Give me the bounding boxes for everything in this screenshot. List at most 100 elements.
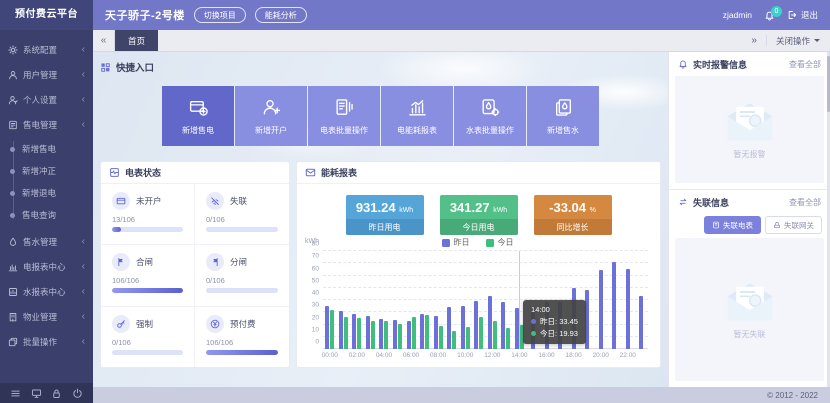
quick-button-4[interactable]: 水表批量操作 <box>454 86 526 146</box>
chart-plot[interactable]: 0 10 20 30 40 50 60 70 80 00:00 02:00 04:00 06:00 08:… <box>312 241 649 359</box>
bar-group-10:00[interactable]: 10:00 <box>457 251 473 359</box>
sidebar-item-7[interactable]: 物业管理 ‹ <box>0 304 93 329</box>
card-icon <box>112 192 130 210</box>
bar-group-09:00[interactable] <box>445 251 459 349</box>
bar-昨日 <box>325 305 330 349</box>
watergear-icon <box>480 97 501 118</box>
bar-group-02:00[interactable]: 02:00 <box>349 251 365 359</box>
offline-filter-0[interactable]: 失联电表 <box>704 216 761 234</box>
meter-status-grid: 未开户 13/106 失联 0/106 合闸 106/106 分闸 0/106 强制 0/106 预… <box>101 184 289 367</box>
status-cell-1[interactable]: 失联 0/106 <box>195 184 289 246</box>
status-progress <box>206 349 278 355</box>
offline-header: 失联信息 查看全部 <box>669 190 830 214</box>
sidebar-item-8[interactable]: 批量操作 ‹ <box>0 329 93 354</box>
quick-button-1[interactable]: 新增开户 <box>235 86 307 146</box>
bar-group-14:00[interactable]: 14:00 <box>511 251 528 359</box>
status-cell-5[interactable]: 预付费 106/106 <box>195 307 289 367</box>
bar-group-20:00[interactable]: 20:00 <box>593 251 609 359</box>
status-cell-3[interactable]: 分闸 0/106 <box>195 245 289 307</box>
sidebar-item-2[interactable]: 个人设置 ‹ <box>0 87 93 112</box>
sidebar-subitem-3[interactable]: 售电查询 <box>0 204 93 226</box>
offline-title: 失联信息 <box>693 197 730 208</box>
sidebar-item-4[interactable]: 售水管理 ‹ <box>0 229 93 254</box>
bar-group-11:00[interactable] <box>472 251 486 349</box>
empty-envelope-illustration <box>722 99 778 144</box>
chevron-left-icon: ‹ <box>81 310 85 322</box>
gridline <box>323 311 648 313</box>
bar-group-05:00[interactable] <box>391 251 405 349</box>
status-cell-2[interactable]: 合闸 106/106 <box>101 245 195 307</box>
bar-group-23:00[interactable] <box>635 251 649 349</box>
bar-group-00:00[interactable]: 00:00 <box>322 251 338 359</box>
x-tick-label: 04:00 <box>375 352 393 359</box>
monitor-icon[interactable] <box>31 388 42 399</box>
sidebar-item-6[interactable]: 水报表中心 ‹ <box>0 279 93 304</box>
meter-status-icon <box>109 167 120 178</box>
energy-stats-row: 931.24 kWh 昨日用电 341.27 kWh 今日用电 -33.04 % 同比增长 <box>297 195 660 235</box>
collapse-tabs-button[interactable]: « <box>93 30 115 51</box>
expand-tabs-button[interactable]: » <box>751 35 767 46</box>
copyright-footer: © 2012 - 2022 <box>93 387 830 403</box>
menu-icon[interactable] <box>10 388 21 399</box>
legend-item-昨日[interactable]: 昨日 <box>441 237 470 248</box>
bar-group-07:00[interactable] <box>418 251 432 349</box>
bar-group-04:00[interactable]: 04:00 <box>376 251 392 359</box>
dashboard-main: 快捷入口 新增售电 新增开户 电表批量操作 电能耗报表 水表批量操作 新增售水 电表状态 … <box>93 52 668 387</box>
bar-今日 <box>343 317 348 349</box>
gridline <box>323 250 648 251</box>
waterpages-icon <box>553 97 574 118</box>
bar-group-19:00[interactable] <box>580 251 594 349</box>
power-icon[interactable] <box>72 388 83 399</box>
bar-group-21:00[interactable] <box>607 251 621 349</box>
lock-icon[interactable] <box>51 388 62 399</box>
alarm-panel: 实时报警信息 查看全部 暂无报警 <box>669 52 830 190</box>
x-tick-label: 10:00 <box>457 352 474 359</box>
bar-group-01:00[interactable] <box>337 251 351 349</box>
quick-button-2[interactable]: 电表批量操作 <box>308 86 380 146</box>
offline-icon <box>206 192 224 210</box>
bar-昨日 <box>514 308 519 349</box>
bar-group-13:00[interactable] <box>499 251 513 349</box>
bar-group-06:00[interactable]: 06:00 <box>403 251 419 359</box>
stat-value: -33.04 % <box>549 200 596 215</box>
status-cell-4[interactable]: 强制 0/106 <box>101 306 195 367</box>
offline-view-all-link[interactable]: 查看全部 <box>789 197 821 207</box>
sidebar-subitem-0[interactable]: 新增售电 <box>0 138 93 160</box>
notification-bell[interactable]: 0 <box>764 5 782 21</box>
switch-project-button[interactable]: 切换项目 <box>193 7 246 23</box>
legend-item-今日[interactable]: 今日 <box>485 237 514 248</box>
energy-stat-0: 931.24 kWh 昨日用电 <box>345 195 424 235</box>
sidebar-item-label: 个人设置 <box>23 94 58 105</box>
energy-report-title: 能耗报表 <box>321 168 358 178</box>
bar-group-12:00[interactable]: 12:00 <box>484 251 500 359</box>
sidebar-item-3[interactable]: 售电管理 ‹ <box>0 112 93 137</box>
energy-analysis-button[interactable]: 能耗分析 <box>254 7 307 23</box>
bar-group-22:00[interactable]: 22:00 <box>620 251 636 359</box>
logout-button[interactable]: 退出 <box>787 9 818 21</box>
sidebar-item-1[interactable]: 用户管理 ‹ <box>0 62 93 87</box>
sidebar-footer <box>0 383 93 403</box>
alarm-view-all-link[interactable]: 查看全部 <box>789 59 821 69</box>
bar-昨日 <box>365 315 370 349</box>
bar-今日 <box>411 316 416 349</box>
status-value: 106/106 <box>206 337 234 347</box>
offline-filter-1[interactable]: 失联网关 <box>765 216 822 234</box>
scrollbar-thumb[interactable] <box>827 56 830 112</box>
quick-button-3[interactable]: 电能耗报表 <box>381 86 453 146</box>
close-operations-dropdown[interactable]: 关闭操作 <box>776 35 820 47</box>
sidebar-subitem-1[interactable]: 新增冲正 <box>0 160 93 182</box>
sidebar-item-5[interactable]: 电报表中心 ‹ <box>0 254 93 279</box>
quick-button-0[interactable]: 新增售电 <box>162 86 234 146</box>
quick-button-5[interactable]: 新增售水 <box>527 86 599 146</box>
bar-group-03:00[interactable] <box>364 251 378 349</box>
x-tick-label: 18:00 <box>565 352 582 359</box>
status-cell-0[interactable]: 未开户 13/106 <box>101 184 195 246</box>
bar-group-08:00[interactable]: 08:00 <box>430 251 446 359</box>
tab-home[interactable]: 首页 <box>115 30 159 51</box>
header-right: zjadmin 0 退出 <box>722 5 818 21</box>
scrollbar[interactable] <box>827 52 830 387</box>
sidebar-item-0[interactable]: 系统配置 ‹ <box>0 37 93 62</box>
sidebar-subitem-2[interactable]: 新增退电 <box>0 182 93 204</box>
username[interactable]: zjadmin <box>722 10 752 20</box>
project-title: 天子骄子-2号楼 <box>105 10 185 22</box>
